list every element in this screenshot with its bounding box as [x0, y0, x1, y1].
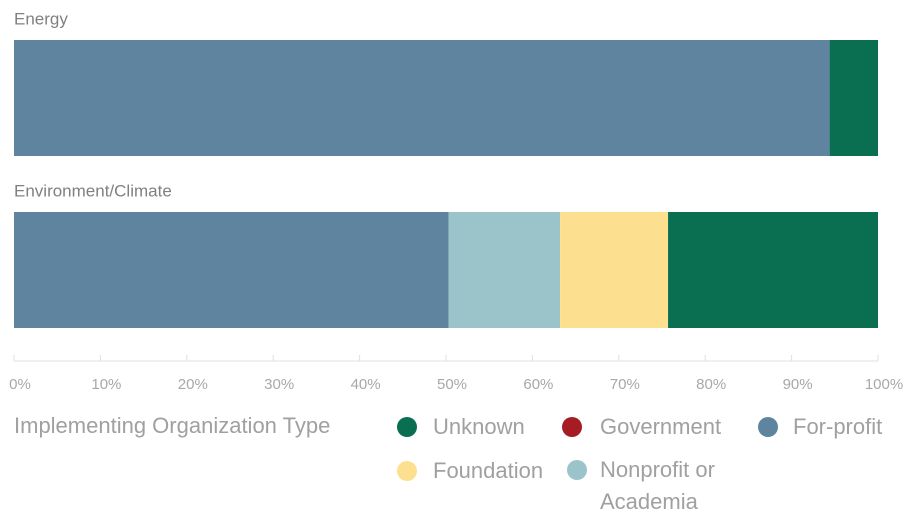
bar-segment	[829, 40, 878, 156]
legend-label: Nonprofit or Academia	[600, 457, 715, 514]
bar-segment	[14, 40, 830, 156]
x-tick-label: 80%	[696, 376, 726, 393]
x-tick-label: 40%	[351, 376, 381, 393]
legend-title: Implementing Organization Type	[14, 413, 331, 438]
legend-label: Foundation	[433, 458, 544, 483]
x-tick-label: 0%	[9, 376, 31, 393]
x-tick-label: 60%	[523, 376, 553, 393]
legend-label: Government	[600, 414, 722, 439]
legend-label: For-profit	[793, 414, 883, 439]
category-label: Energy	[14, 9, 68, 28]
bar-segment	[14, 212, 449, 328]
legend-swatch	[758, 417, 778, 437]
legend-swatch	[567, 460, 587, 480]
legend-swatch	[562, 417, 582, 437]
x-tick-label: 20%	[178, 376, 208, 393]
legend-swatch	[397, 417, 417, 437]
x-tick-label: 90%	[783, 376, 813, 393]
x-tick-label: 100%	[865, 376, 903, 393]
legend-label: Unknown	[433, 414, 525, 439]
x-tick-label: 50%	[437, 376, 467, 393]
legend-swatch	[397, 461, 417, 481]
bar-segment	[448, 212, 561, 328]
bar-segment	[560, 212, 669, 328]
x-tick-label: 70%	[610, 376, 640, 393]
category-label: Environment/Climate	[14, 181, 172, 200]
x-tick-label: 30%	[264, 376, 294, 393]
x-tick-label: 10%	[91, 376, 121, 393]
bar-segment	[668, 212, 878, 328]
